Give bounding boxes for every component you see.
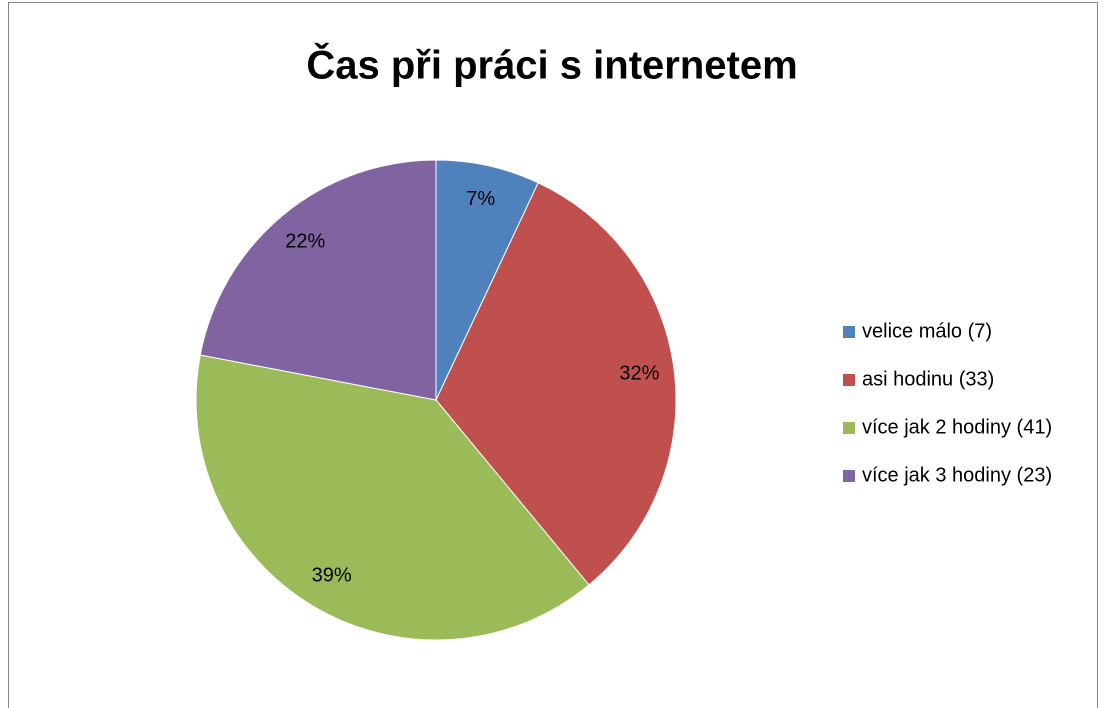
data-label: 7% xyxy=(466,188,495,210)
pie-slice xyxy=(435,182,677,586)
legend-swatch xyxy=(843,422,855,434)
legend-label: více jak 3 hodiny (23) xyxy=(862,464,1052,486)
data-label: 32% xyxy=(619,363,659,385)
pie-slice xyxy=(435,159,539,401)
legend-swatch xyxy=(843,374,855,386)
legend-swatch xyxy=(843,326,855,338)
chart-title: Čas při práci s internetem xyxy=(306,42,797,88)
pie-slice xyxy=(195,354,590,641)
data-label: 22% xyxy=(285,230,325,252)
pie-slice xyxy=(199,159,437,401)
legend-label: velice málo (7) xyxy=(862,320,992,342)
legend-label: asi hodinu (33) xyxy=(862,368,994,390)
data-label: 39% xyxy=(312,565,352,587)
legend-swatch xyxy=(843,470,855,482)
legend-label: více jak 2 hodiny (41) xyxy=(862,416,1052,438)
